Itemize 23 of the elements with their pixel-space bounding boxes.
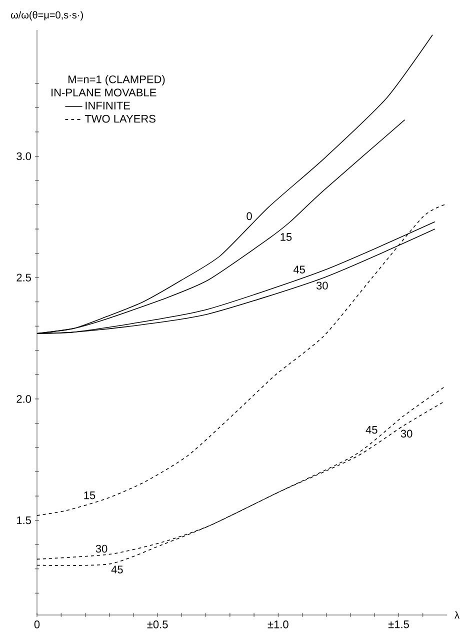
legend-label: INFINITE: [86, 102, 130, 110]
annotation: 0: [246, 212, 252, 220]
y-axis-title: ω/ω(θ=μ=0,s·s·): [10, 11, 83, 20]
annotation: 45: [111, 566, 123, 574]
legend-label: TWO LAYERS: [84, 114, 156, 123]
annotation: 30: [96, 544, 108, 553]
y-tick-label: 2.5: [16, 274, 31, 282]
annotation: 30: [316, 282, 328, 290]
y-tick-label: 3.0: [16, 152, 32, 160]
x-tick-label: 0: [34, 620, 40, 628]
annotation: 15: [84, 492, 96, 500]
y-tick-label: 2.0: [16, 395, 32, 403]
annotation: 15: [280, 233, 292, 241]
x-tick-label: ±0.5: [147, 620, 168, 628]
annotation: 30: [400, 430, 412, 438]
annotation: 45: [366, 426, 378, 434]
x-tick-label: ±1.0: [268, 620, 288, 628]
y-tick-label: 1.5: [17, 516, 31, 524]
annotation: 45: [293, 266, 305, 274]
legend-title: M=n=1 (CLAMPED): [68, 75, 165, 86]
annotation: IN-PLANE MOVABLE: [52, 88, 156, 96]
x-axis-title: λ: [454, 611, 460, 619]
x-tick-label: ±1.5: [388, 620, 409, 628]
